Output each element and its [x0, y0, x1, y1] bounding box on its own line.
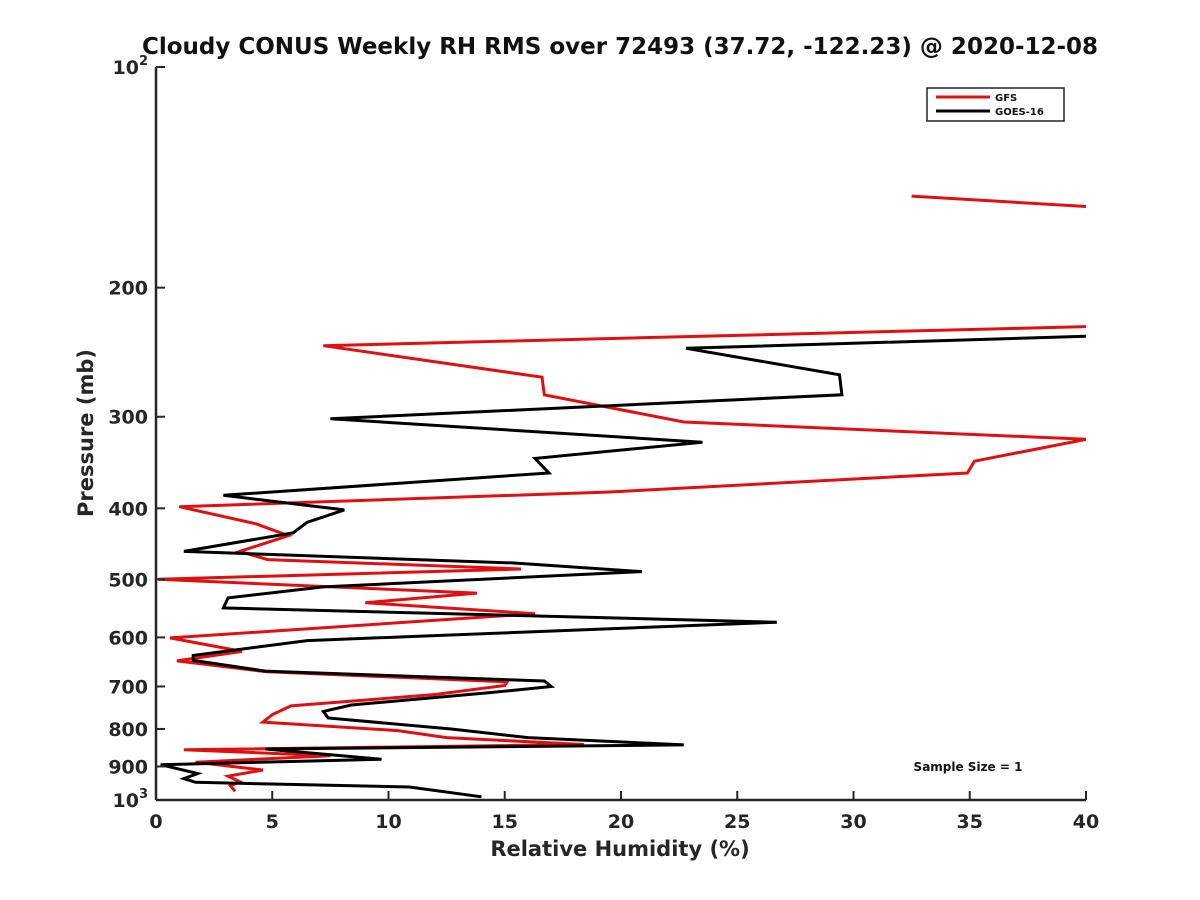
legend-entry-label: GFS: [995, 93, 1017, 104]
y-tick-label: 102: [113, 54, 149, 79]
x-axis-label: Relative Humidity (%): [490, 837, 749, 861]
y-tick-label: 600: [108, 627, 148, 649]
x-tick-label: 5: [266, 811, 279, 833]
chart-title: Cloudy CONUS Weekly RH RMS over 72493 (3…: [142, 34, 1098, 60]
sample-size-annotation: Sample Size = 1: [914, 760, 1023, 774]
x-tick-label: 10: [375, 811, 401, 833]
y-tick-label: 200: [108, 278, 148, 300]
x-tick-label: 20: [608, 811, 634, 833]
legend-box: [926, 87, 1065, 122]
x-tick-label: 0: [149, 811, 162, 833]
series-line-gfs-0: [911, 194, 1086, 208]
x-tick-label: 15: [492, 811, 518, 833]
y-tick-label: 500: [108, 569, 148, 591]
y-tick-label: 900: [108, 756, 148, 778]
series-line-gfs-1: [158, 325, 1086, 793]
x-tick-label: 25: [724, 811, 750, 833]
legend: GFS GOES-16: [926, 87, 1065, 122]
series-line-goes-16-0: [160, 334, 1086, 799]
y-tick-label: 700: [108, 676, 148, 698]
legend-entry-label: GOES-16: [995, 107, 1044, 118]
y-tick-label: 103: [113, 787, 149, 812]
y-tick-label: 800: [108, 719, 148, 741]
y-tick-label: 300: [108, 407, 148, 429]
y-tick-label: 400: [108, 498, 148, 520]
x-tick-label: 35: [957, 811, 983, 833]
x-tick-label: 40: [1073, 811, 1099, 833]
axes: 0 5 10 15 20 25 30 35 40 102 200 300 400 500 600 700 800…: [108, 54, 1099, 833]
x-tick-label: 30: [840, 811, 866, 833]
y-axis-label: Pressure (mb): [74, 349, 98, 517]
plot-area: [158, 194, 1086, 799]
